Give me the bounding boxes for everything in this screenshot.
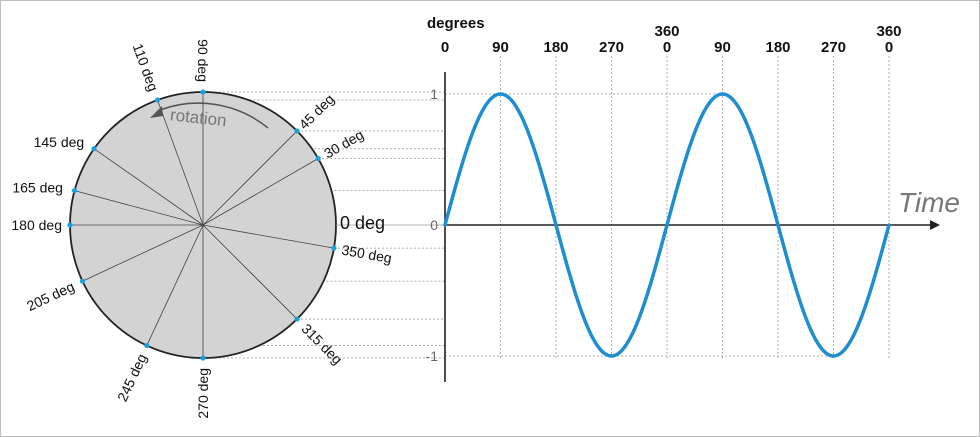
tick-lower-6: 180 [765,39,790,56]
rotation-arrowhead [150,106,163,118]
point-145 [91,146,97,152]
radius-45 [202,130,298,226]
sine-wave [443,92,891,358]
angle-label-90: 90 deg [195,39,211,82]
radius-145 [93,148,204,226]
tick-lower-3: 270 [599,39,624,56]
point-270 [200,355,206,361]
angle-label-245: 245 deg [114,351,150,404]
radius-205 [82,224,204,282]
angle-label-45: 45 deg [296,91,338,133]
point-350 [331,245,337,251]
angle-points [67,89,337,361]
tick-upper-4: 360 [654,23,679,40]
tick-lower-8: 0 [885,39,893,56]
tick-lower-7: 270 [821,39,846,56]
angle-label-145: 145 deg [34,134,85,150]
radius-315 [202,224,298,320]
zero-deg-label: 0 deg [340,213,385,233]
radius-165 [74,190,204,226]
radius-350 [202,224,335,249]
point-315 [294,316,300,322]
vertical-guides [500,56,890,360]
tick-upper-8: 360 [876,23,901,40]
x-axis-arrowhead [930,220,940,230]
y-tick-2: -1 [426,348,439,364]
point-30 [315,155,321,162]
degrees-label: degrees [427,15,485,32]
point-45 [294,128,300,134]
point-90 [200,89,206,95]
angle-label-180: 180 deg [11,217,62,233]
tick-lower-1: 90 [492,39,509,56]
angle-label-205: 205 deg [24,278,77,314]
tick-lower-2: 180 [543,39,568,56]
point-245 [144,342,150,349]
angle-label-30: 30 deg [321,126,366,161]
point-165 [71,187,78,194]
rotation-arrow [159,102,269,129]
point-110 [154,97,161,103]
y-tick-0: 1 [430,86,438,102]
point-205 [79,278,86,284]
tick-lower-5: 90 [714,39,731,56]
tick-lower-0: 0 [441,39,449,56]
radius-lines [70,92,335,358]
radius-110 [157,99,204,226]
angle-label-165: 165 deg [12,179,63,195]
point-180 [67,222,73,228]
tick-lower-4: 0 [663,39,671,56]
angle-label-350: 350 deg [340,242,393,267]
x-axis-label: Time [898,187,960,218]
y-tick-1: 0 [430,217,438,233]
y-axis-ticks: 1 0 -1 [426,86,439,364]
radius-245 [146,224,204,346]
angle-label-110: 110 deg [130,41,162,93]
angle-label-270: 270 deg [195,368,211,419]
angle-label-315: 315 deg [298,320,345,367]
radius-30 [202,158,319,226]
